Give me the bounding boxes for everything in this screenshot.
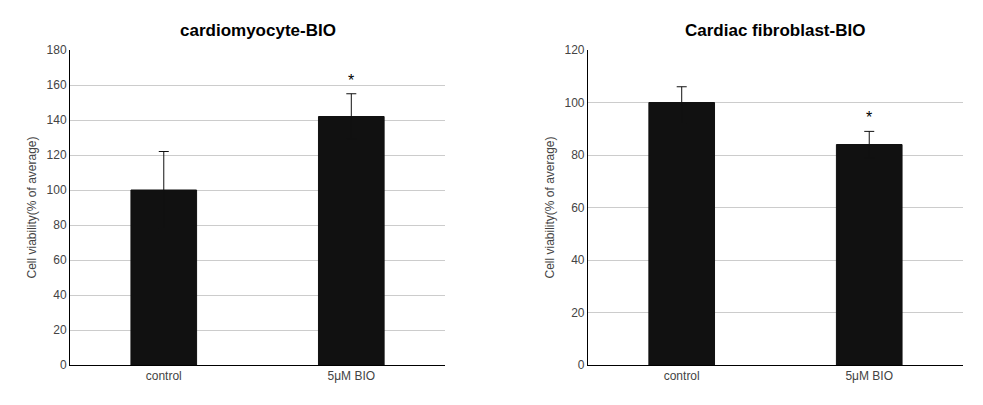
svg-text:control: control [664,369,700,383]
svg-text:20: 20 [53,323,67,337]
svg-text:140: 140 [47,113,67,127]
svg-text:Cell viability(% of average): Cell viability(% of average) [25,136,39,278]
svg-text:40: 40 [53,288,67,302]
svg-text:180: 180 [47,43,67,57]
svg-text:5μM BIO: 5μM BIO [328,369,376,383]
svg-text:100: 100 [565,96,585,110]
svg-text:*: * [348,72,354,89]
svg-text:Cardiac fibroblast-BIO: Cardiac fibroblast-BIO [685,21,865,40]
svg-text:160: 160 [47,78,67,92]
svg-text:120: 120 [47,148,67,162]
svg-text:20: 20 [571,306,585,320]
svg-text:0: 0 [578,358,585,372]
svg-text:control: control [146,369,182,383]
svg-text:40: 40 [571,253,585,267]
svg-text:60: 60 [53,253,67,267]
svg-text:Cell viability(% of average): Cell viability(% of average) [543,136,557,278]
svg-text:80: 80 [571,148,585,162]
svg-text:80: 80 [53,218,67,232]
svg-text:cardiomyocyte-BIO: cardiomyocyte-BIO [180,21,336,40]
svg-text:0: 0 [60,358,67,372]
svg-text:120: 120 [565,43,585,57]
svg-text:*: * [866,109,872,126]
svg-text:100: 100 [47,183,67,197]
svg-text:60: 60 [571,201,585,215]
svg-text:5μM BIO: 5μM BIO [845,369,893,383]
